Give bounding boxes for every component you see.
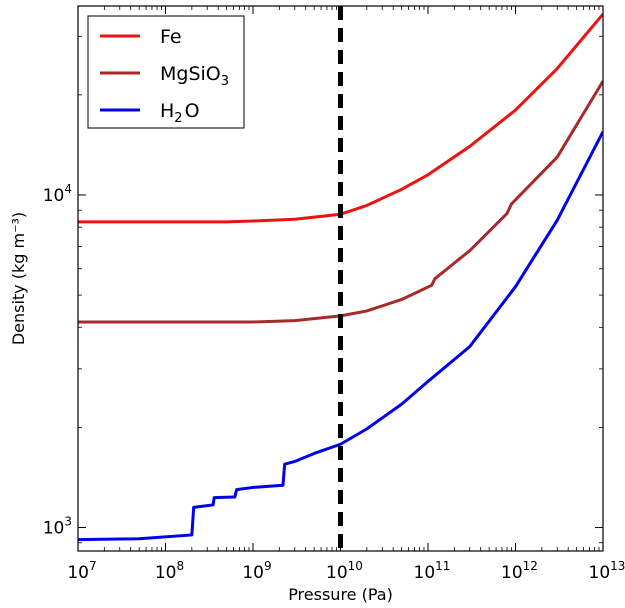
x-tick-label: 107 <box>67 559 96 583</box>
x-tick-label: 1013 <box>589 559 625 583</box>
series-line-2 <box>78 130 603 542</box>
legend-label: Fe <box>160 26 182 48</box>
legend: Fe MgSiO3 H2 O <box>87 15 245 129</box>
x-tick-label: 109 <box>242 559 271 583</box>
series-line-1 <box>78 80 603 324</box>
series-layer <box>78 13 603 542</box>
legend-label: H2 O <box>160 100 200 126</box>
axis-ticks: 107 108 109 1010 1011 1012 1013 103 104 <box>43 6 625 583</box>
x-tick-label: 108 <box>155 559 184 583</box>
y-axis-label: Density (kg m⁻³) <box>9 212 28 345</box>
series-line-0 <box>78 13 603 224</box>
y-tick-label: 103 <box>43 515 72 539</box>
x-axis-label: Pressure (Pa) <box>288 585 393 604</box>
x-tick-label: 1011 <box>414 559 451 583</box>
legend-label: MgSiO3 <box>160 63 229 89</box>
x-tick-label: 1010 <box>326 559 363 583</box>
x-tick-label: 1012 <box>501 559 538 583</box>
y-tick-label: 104 <box>43 182 72 206</box>
